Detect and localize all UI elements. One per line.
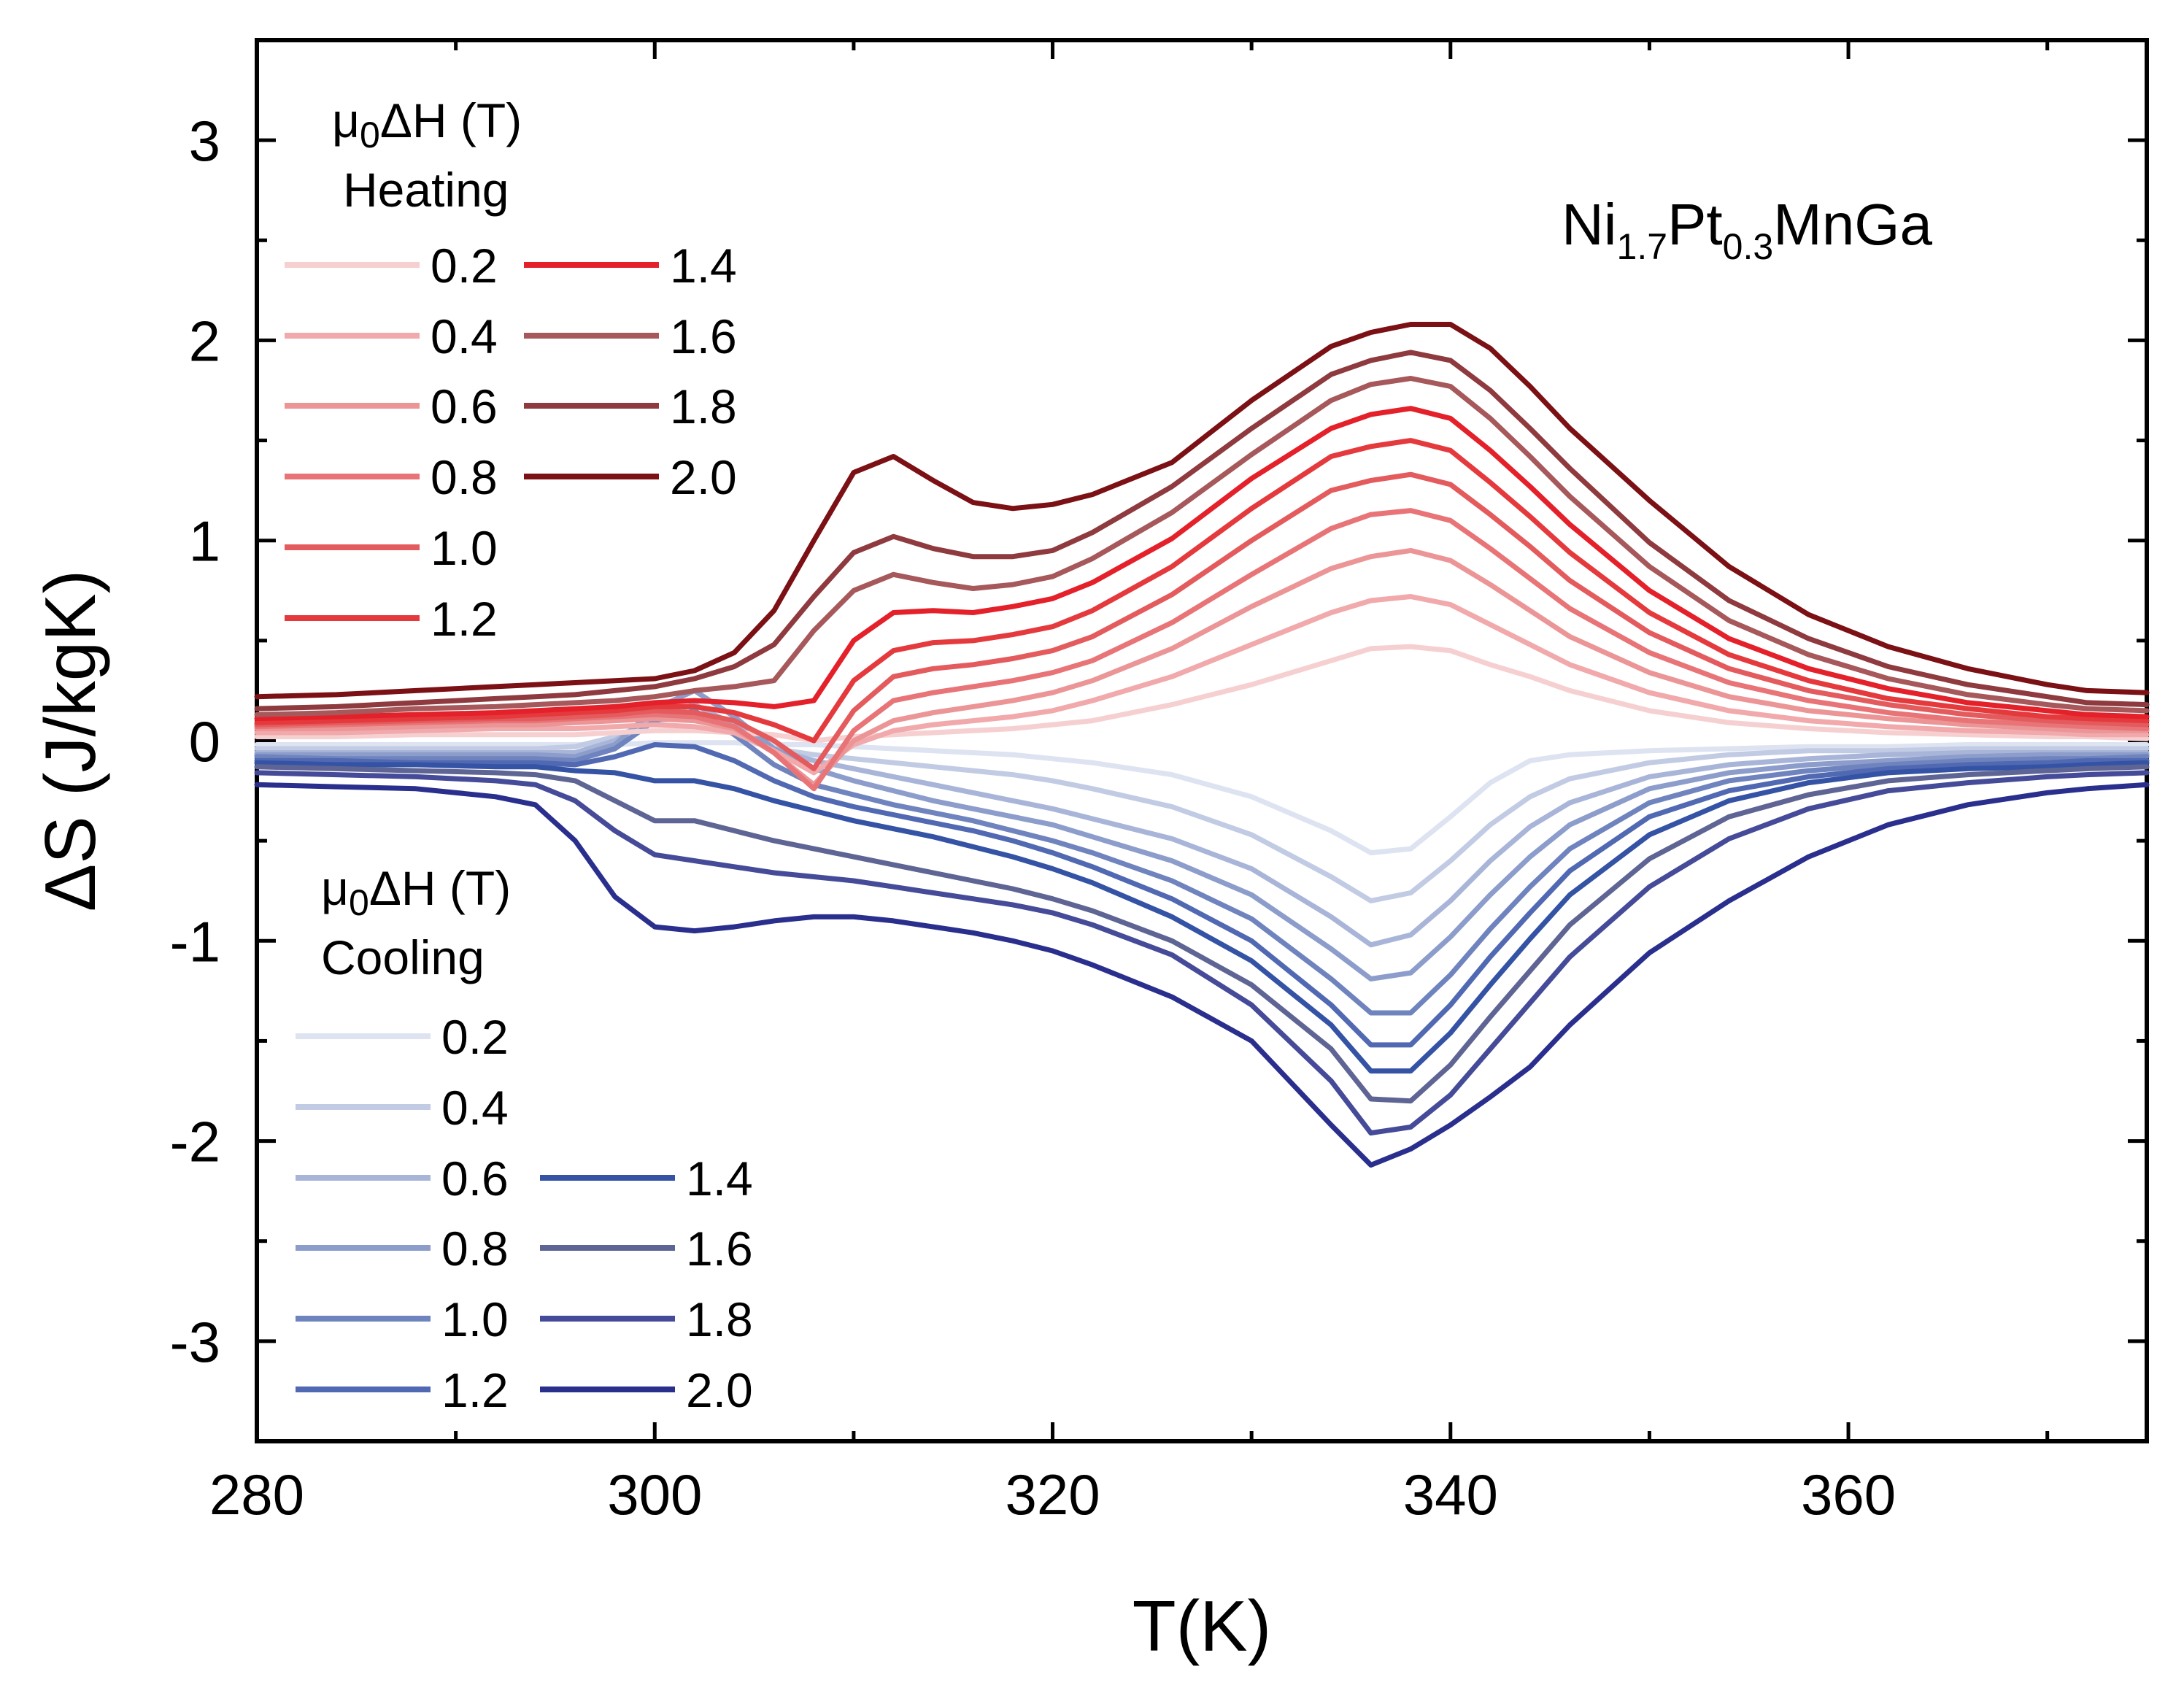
heating-series-1.4	[254, 406, 2150, 722]
cooling-legend-label: 1.8	[686, 1292, 753, 1346]
legend-heating: μ0ΔH (T) Heating	[332, 93, 522, 217]
tick-labels: 280 300 320 340 360 -3 -2 -1 0 1 2 3	[170, 109, 1896, 1527]
cooling-series-1.0	[254, 708, 2150, 1016]
heating-series-2.0	[254, 322, 2150, 700]
x-axis-title: T(K)	[1132, 1586, 1272, 1666]
x-tick-label: 320	[1005, 1462, 1100, 1527]
heating-series-0.4	[254, 594, 2150, 776]
heating-legend-label: 1.2	[431, 592, 498, 646]
cooling-series-1.8	[254, 770, 2150, 1136]
legend-cooling: μ0ΔH (T) Cooling	[321, 861, 511, 984]
x-tick-label: 340	[1403, 1462, 1498, 1527]
cooling-series-1.2	[254, 742, 2150, 1048]
y-tick-label: 1	[189, 509, 220, 574]
y-axis-title: ΔS (J/kgK)	[30, 570, 110, 911]
heating-legend-label: 0.2	[431, 239, 498, 293]
cooling-series-0.8	[254, 687, 2150, 982]
heating-series-1.0	[254, 471, 2150, 771]
y-tick-label: -3	[170, 1310, 220, 1374]
heating-legend-label: 1.6	[670, 309, 737, 363]
cooling-series-1.4	[254, 760, 2150, 1074]
cooling-legend-label: 1.6	[686, 1222, 753, 1276]
x-tick-label: 300	[607, 1462, 702, 1527]
legend-cooling-title: μ0ΔH (T)	[321, 861, 511, 923]
y-tick-label: 0	[189, 709, 220, 774]
heating-legend-label: 1.0	[431, 521, 498, 575]
legend-cooling-subtitle: Cooling	[321, 930, 485, 984]
legend-entries: 0.2 0.4 0.6 0.8 1.0 1.2 1.4 1.6 1.8 2.0 0.2 0.4 0.6 0…	[285, 239, 753, 1417]
cooling-legend-label: 0.4	[441, 1081, 509, 1135]
legend-heating-subtitle: Heating	[343, 163, 509, 217]
y-tick-label: -1	[170, 909, 220, 973]
cooling-series-1.6	[254, 764, 2150, 1104]
y-tick-label: -2	[170, 1110, 220, 1174]
cooling-legend-label: 0.8	[441, 1222, 509, 1276]
cooling-legend-label: 1.2	[441, 1363, 509, 1417]
cooling-legend-label: 1.4	[686, 1152, 753, 1206]
cooling-series-0.6	[254, 702, 2150, 948]
heating-legend-label: 0.4	[431, 309, 498, 363]
x-tick-label: 360	[1801, 1462, 1896, 1527]
cooling-legend-label: 0.6	[441, 1152, 509, 1206]
cooling-series-2.0	[254, 782, 2150, 1168]
heating-series-1.6	[254, 376, 2150, 717]
y-tick-label: 3	[189, 109, 220, 173]
x-tick-label: 280	[209, 1462, 304, 1527]
heating-legend-label: 0.8	[431, 450, 498, 504]
heating-series-1.8	[254, 350, 2150, 711]
compound-annotation: Ni1.7Pt0.3MnGa	[1562, 192, 1933, 267]
heating-legend-label: 2.0	[670, 450, 737, 504]
legend-heating-title: μ0ΔH (T)	[332, 93, 522, 155]
y-tick-label: 2	[189, 309, 220, 373]
heating-legend-label: 1.8	[670, 379, 737, 433]
cooling-series-0.4	[254, 714, 2150, 903]
series-lines	[254, 322, 2150, 1168]
heating-series-0.6	[254, 547, 2150, 787]
cooling-legend-label: 0.2	[441, 1010, 509, 1064]
cooling-legend-label: 1.0	[441, 1292, 509, 1346]
cooling-legend-label: 2.0	[686, 1363, 753, 1417]
heating-series-1.2	[254, 438, 2150, 744]
heating-legend-label: 0.6	[431, 379, 498, 433]
heating-series-0.2	[254, 644, 2150, 744]
heating-legend-label: 1.4	[670, 239, 737, 293]
